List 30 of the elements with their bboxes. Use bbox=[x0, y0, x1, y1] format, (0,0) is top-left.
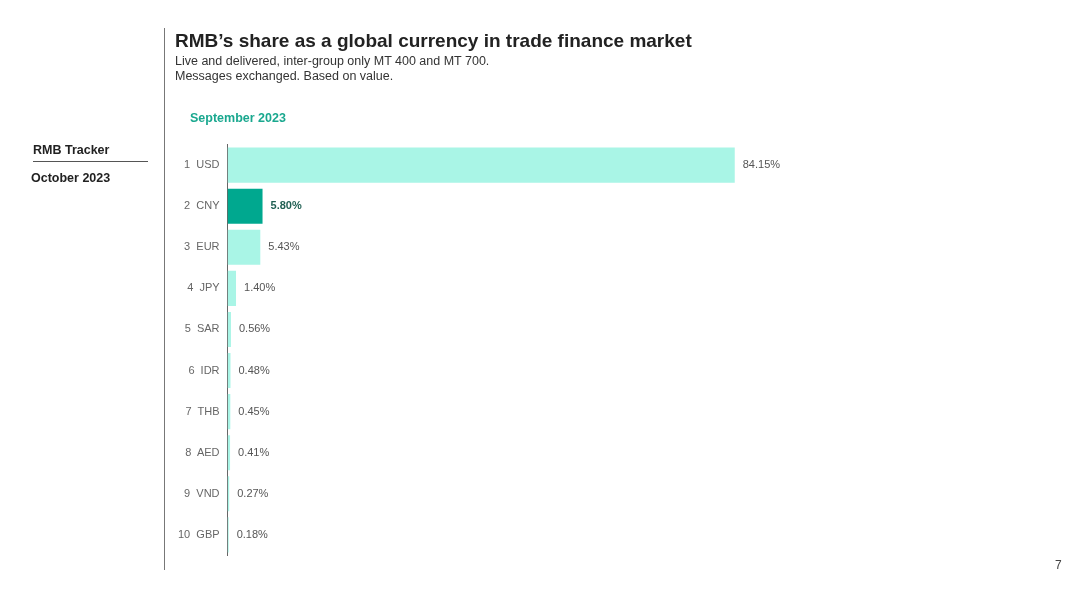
y-tick-label: 7 THB bbox=[185, 404, 220, 417]
y-tick-label: 5 SAR bbox=[184, 322, 220, 335]
text: 7 bbox=[1055, 558, 1062, 572]
text: RMB Tracker bbox=[33, 143, 148, 162]
data-label: 0.18% bbox=[236, 527, 269, 540]
data-label: 0.27% bbox=[237, 486, 269, 499]
data-label: 0.48% bbox=[238, 363, 270, 376]
chart-title: RMB’s share as a global currency in trade finance market bbox=[175, 30, 692, 52]
text: September 2023 bbox=[190, 111, 286, 125]
text: October 2023 bbox=[31, 171, 111, 185]
y-tick-label: 9 VND bbox=[184, 486, 220, 499]
bar bbox=[227, 270, 237, 306]
data-label: 0.41% bbox=[238, 445, 270, 458]
y-tick-label: 4 JPY bbox=[187, 281, 221, 294]
data-label: 0.45% bbox=[238, 404, 270, 417]
data-label: 0.56% bbox=[238, 322, 271, 335]
data-label: 5.80% bbox=[270, 199, 302, 212]
bar bbox=[227, 188, 263, 224]
bar bbox=[227, 229, 261, 265]
y-tick-label: 2 CNY bbox=[184, 199, 221, 212]
y-tick-label: 1 USD bbox=[184, 158, 220, 171]
bar bbox=[227, 147, 735, 183]
data-label: 84.15% bbox=[742, 158, 781, 171]
data-label: 5.43% bbox=[268, 240, 300, 253]
chart-subtitle: Live and delivered, inter-group only MT 400 and MT 700. Messages exchanged. Based on value. bbox=[175, 54, 490, 84]
y-tick-label: 6 IDR bbox=[188, 363, 220, 376]
y-tick-label: 3 EUR bbox=[184, 240, 220, 253]
data-label: 1.40% bbox=[244, 281, 276, 294]
y-tick-label: 8 AED bbox=[185, 445, 220, 458]
y-tick-label: 10 GBP bbox=[178, 527, 220, 540]
